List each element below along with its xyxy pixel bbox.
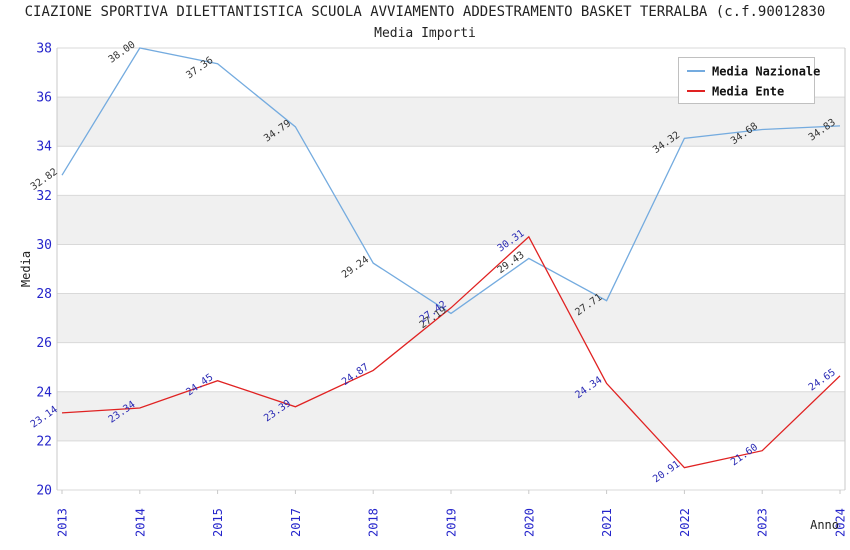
y-tick-label: 32 [36, 189, 52, 204]
y-tick-label: 20 [36, 484, 52, 499]
plot-bands [57, 97, 845, 441]
svg-text:37.36: 37.36 [184, 55, 215, 81]
legend-entry-media-ente: Media Ente [687, 85, 784, 99]
y-tick-label: 36 [36, 91, 52, 106]
legend-entry-media-nazionale: Media Nazionale [687, 65, 820, 79]
svg-text:2022: 2022 [678, 508, 692, 537]
legend-box [678, 57, 815, 104]
gridlines [56, 47, 846, 494]
svg-text:2018: 2018 [367, 508, 381, 537]
x-tick-label: 2017 [289, 508, 303, 537]
value-label: 20.91 [651, 459, 682, 485]
x-tick-label: 2022 [678, 508, 692, 537]
value-label: 38.00 [107, 39, 138, 65]
y-axis-labels: 20 22 24 26 28 30 32 34 36 38 [36, 42, 52, 499]
legend: Media Nazionale Media Ente [678, 57, 820, 104]
svg-text:24.87: 24.87 [340, 362, 371, 388]
plot-band [57, 293, 845, 343]
plot-band [57, 195, 845, 245]
y-tick-label: 34 [36, 140, 52, 155]
x-tick-label: 2013 [56, 508, 70, 537]
svg-text:2021: 2021 [600, 508, 614, 537]
svg-text:23.14: 23.14 [29, 404, 60, 430]
x-tick-label: 2021 [600, 508, 614, 537]
value-label: 24.87 [340, 362, 371, 388]
svg-text:2024: 2024 [834, 508, 848, 537]
series-line-media-nazionale [61, 47, 841, 315]
value-label: 37.36 [184, 55, 215, 81]
value-label: 24.65 [807, 367, 838, 393]
x-tick-label: 2019 [445, 508, 459, 537]
svg-text:21.60: 21.60 [729, 442, 760, 468]
svg-text:Media: Media [19, 251, 33, 287]
svg-text:20.91: 20.91 [651, 459, 682, 485]
y-tick-label: 26 [36, 336, 52, 351]
value-label: 21.60 [729, 442, 760, 468]
svg-text:2013: 2013 [56, 508, 70, 537]
plot-band [57, 391, 845, 441]
plot-band [57, 97, 845, 147]
y-tick-label: 22 [36, 434, 52, 449]
y-tick-label: 38 [36, 42, 52, 57]
y-axis-title: Media [19, 251, 33, 287]
y-tick-label: 28 [36, 287, 52, 302]
svg-text:2014: 2014 [133, 508, 147, 537]
x-tick-label: 2018 [367, 508, 381, 537]
svg-text:38.00: 38.00 [107, 39, 138, 65]
y-tick-label: 24 [36, 385, 52, 400]
svg-text:2020: 2020 [522, 508, 536, 537]
svg-text:2023: 2023 [756, 508, 770, 537]
series-labels-media-ente: 23.14 23.3424.4523.3924.8727.4230.3124.34… [29, 228, 838, 485]
legend-label: Media Ente [712, 85, 784, 99]
x-axis-labels: 2013 2014 2015 2017 2018 2019 2020 2021 2022 2023… [56, 508, 848, 537]
x-tick-label: 2014 [133, 508, 147, 537]
svg-text:2015: 2015 [211, 508, 225, 537]
svg-text:29.24: 29.24 [340, 254, 371, 280]
svg-text:2019: 2019 [445, 508, 459, 537]
x-axis-title: Anno [810, 518, 839, 532]
y-tick-label: 30 [36, 238, 52, 253]
svg-text:2017: 2017 [289, 508, 303, 537]
x-tick-label: 2020 [522, 508, 536, 537]
x-tick-label: 2024 [834, 508, 848, 537]
x-tick-label: 2015 [211, 508, 225, 537]
value-label: 29.24 [340, 254, 371, 280]
value-label: 23.14 [29, 404, 60, 430]
x-tick-label: 2023 [756, 508, 770, 537]
legend-label: Media Nazionale [712, 65, 820, 79]
chart-subtitle: Media Importi [374, 26, 476, 41]
svg-text:24.65: 24.65 [807, 367, 838, 393]
series-line-media-ente [61, 235, 841, 469]
chart-title: CIAZIONE SPORTIVA DILETTANTISTICA SCUOLA… [24, 4, 826, 20]
